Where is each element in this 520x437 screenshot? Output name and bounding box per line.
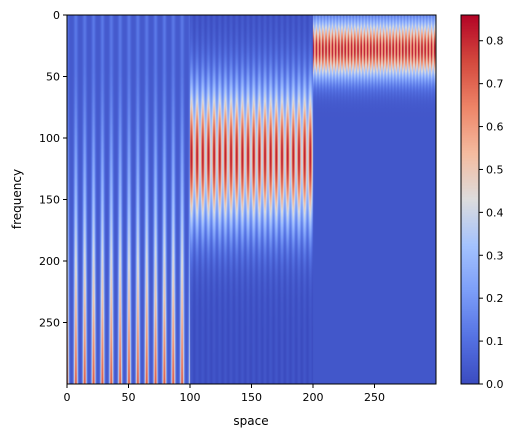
- x-tick-label: 0: [64, 391, 71, 404]
- x-tick-label: 50: [122, 391, 136, 404]
- colorbar-tick-label: 0.0: [486, 378, 504, 391]
- y-axis-ticks: 0 50 100 150 200 250: [39, 9, 67, 330]
- colorbar-ticks: 0.0 0.1 0.2 0.3 0.4 0.5 0.6 0.7 0.8: [479, 35, 504, 391]
- y-tick-label: 50: [46, 71, 60, 84]
- colorbar-tick-label: 0.5: [486, 163, 504, 176]
- x-axis-label: space: [233, 414, 268, 428]
- x-tick-label: 150: [241, 391, 262, 404]
- colorbar-tick-label: 0.6: [486, 121, 504, 134]
- colorbar-tick-label: 0.7: [486, 78, 504, 91]
- y-tick-label: 0: [53, 9, 60, 22]
- y-tick-label: 200: [39, 255, 60, 268]
- x-tick-label: 250: [364, 391, 385, 404]
- y-tick-label: 250: [39, 317, 60, 330]
- y-tick-label: 100: [39, 132, 60, 145]
- x-tick-label: 100: [180, 391, 201, 404]
- x-axis-ticks: 0 50 100 150 200 250: [64, 384, 385, 404]
- y-axis-label: frequency: [10, 169, 24, 229]
- colorbar-gradient: [461, 15, 479, 384]
- colorbar-tick-label: 0.2: [486, 292, 504, 305]
- colorbar-tick-label: 0.8: [486, 35, 504, 48]
- colorbar-tick-label: 0.4: [486, 206, 504, 219]
- colorbar-frame: [460, 14, 480, 385]
- heatmap-image: [67, 15, 436, 384]
- colorbar-tick-label: 0.1: [486, 335, 504, 348]
- y-tick-label: 150: [39, 194, 60, 207]
- x-tick-label: 200: [303, 391, 324, 404]
- plot-frame: [66, 14, 437, 385]
- colorbar-tick-label: 0.3: [486, 249, 504, 262]
